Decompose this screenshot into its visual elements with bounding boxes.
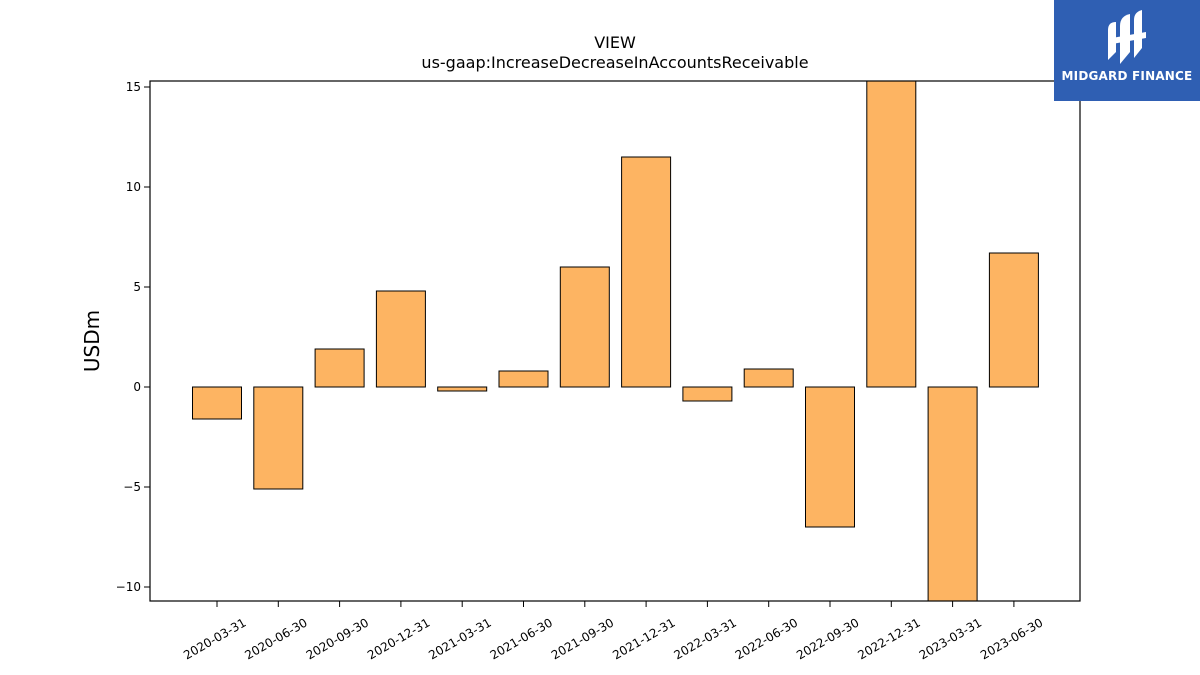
y-ticks-group: −10 −5 0 5 10 15	[116, 80, 150, 594]
bar-2021-06-30	[498, 370, 549, 388]
y-tick-label: −10	[116, 580, 141, 594]
x-tick-label: 2020-12-31	[365, 615, 432, 662]
bar-2021-12-31	[621, 156, 672, 388]
bar-2022-03-31	[682, 386, 733, 402]
y-axis-label: USDm	[80, 310, 104, 372]
x-ticks-group: 2020-03-312020-06-302020-09-302020-12-31…	[181, 601, 1045, 662]
chart-title-line-2: us-gaap:IncreaseDecreaseInAccountsReceiv…	[421, 53, 808, 72]
y-tick-label: 10	[126, 180, 141, 194]
bar-2020-12-31	[375, 290, 426, 388]
midgard-finance-logo: MIDGARD FINANCE	[1054, 0, 1200, 101]
bar-2022-09-30	[805, 386, 855, 528]
x-tick-label: 2023-03-31	[917, 615, 984, 662]
logo-text: MIDGARD FINANCE	[1061, 69, 1193, 83]
x-tick-label: 2020-09-30	[304, 615, 371, 662]
x-tick-label: 2022-06-30	[733, 615, 800, 662]
bar-2022-06-30	[743, 368, 794, 388]
bar-2023-06-30	[988, 252, 1039, 388]
x-tick-label: 2020-03-31	[181, 615, 248, 662]
bar-2021-03-31	[437, 386, 488, 392]
bar-2020-03-31	[192, 386, 242, 420]
bar-2020-06-30	[253, 386, 304, 490]
y-tick-label: −5	[123, 480, 141, 494]
x-tick-label: 2022-09-30	[794, 615, 861, 662]
x-tick-label: 2022-03-31	[671, 615, 738, 662]
bars-group	[192, 80, 1039, 602]
chart-title-line-1: VIEW	[594, 33, 636, 52]
y-tick-label: 0	[133, 380, 141, 394]
plot-frame	[149, 80, 1081, 602]
y-tick-label: 5	[133, 280, 141, 294]
x-tick-label: 2021-06-30	[488, 615, 555, 662]
x-tick-label: 2021-12-31	[610, 615, 677, 662]
bar-2021-09-30	[559, 266, 610, 388]
y-tick-label: 15	[126, 80, 141, 94]
midgard-logo-icon	[1108, 10, 1146, 64]
x-tick-label: 2023-06-30	[978, 615, 1045, 662]
x-tick-label: 2020-06-30	[242, 615, 309, 662]
x-tick-label: 2022-12-31	[855, 615, 922, 662]
x-tick-label: 2021-03-31	[426, 615, 493, 662]
bar-2020-09-30	[314, 348, 365, 388]
bar-2023-03-31	[927, 386, 978, 602]
bar-2022-12-31	[866, 80, 917, 388]
x-tick-label: 2021-09-30	[549, 615, 616, 662]
